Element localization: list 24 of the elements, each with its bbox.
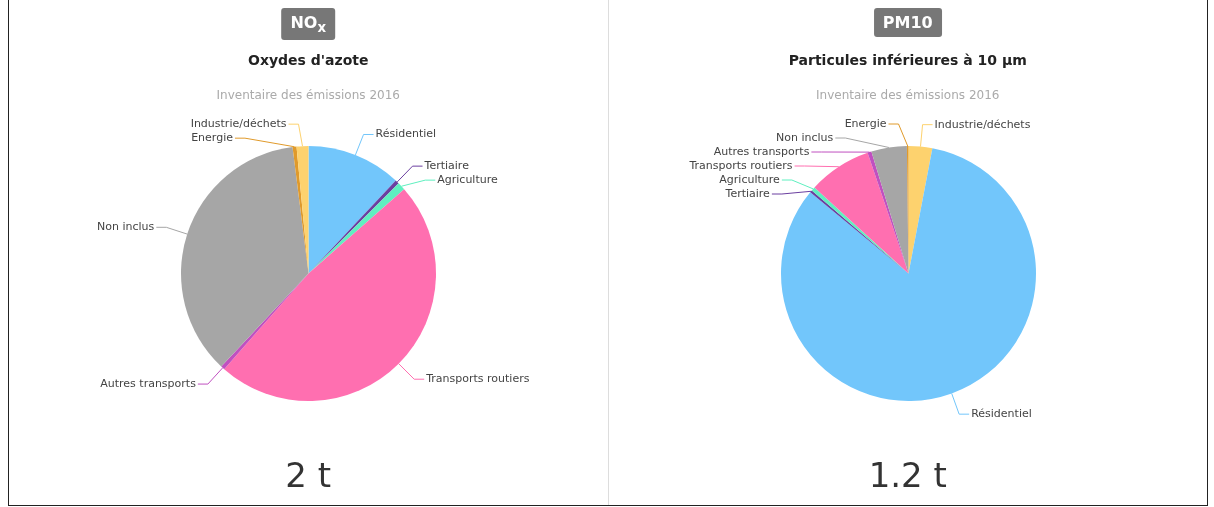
chart-title: PM10: [873, 8, 942, 37]
chart-subtitle: Oxydes d'azote: [247, 52, 370, 68]
text: Inventaire des émissions 2016: [815, 88, 1001, 102]
slice-label: Autres transports: [713, 144, 810, 158]
slice-label: Résidentiel: [375, 127, 437, 141]
slice-label: Industrie/déchets: [190, 117, 287, 131]
slice-label: Transports routiers: [425, 372, 530, 386]
slice-label: Tertiaire: [423, 159, 470, 172]
slice-label: Industrie/déchets: [934, 117, 1031, 131]
slice-label: Energie: [191, 131, 234, 145]
slice-label: Transports routiers: [687, 158, 793, 172]
text: 1.2 t: [867, 455, 948, 495]
slice-label: Agriculture: [718, 172, 780, 186]
slice-label: Résidentiel: [970, 407, 1032, 421]
slice-label: Tertiaire: [724, 186, 770, 200]
slice-label: Energie: [844, 116, 887, 130]
text: 2 t: [284, 455, 333, 495]
slice-label: Non inclus: [775, 130, 834, 144]
slice-label: Autres transports: [100, 376, 197, 390]
slice-label: Non inclus: [97, 220, 155, 234]
chart-subtitle: Particules inférieures à 10 µm: [787, 52, 1028, 68]
text: Inventaire des émissions 2016: [215, 88, 401, 102]
slice-label: Agriculture: [437, 173, 498, 186]
chart-title: NO$_{x}$: [281, 8, 336, 41]
